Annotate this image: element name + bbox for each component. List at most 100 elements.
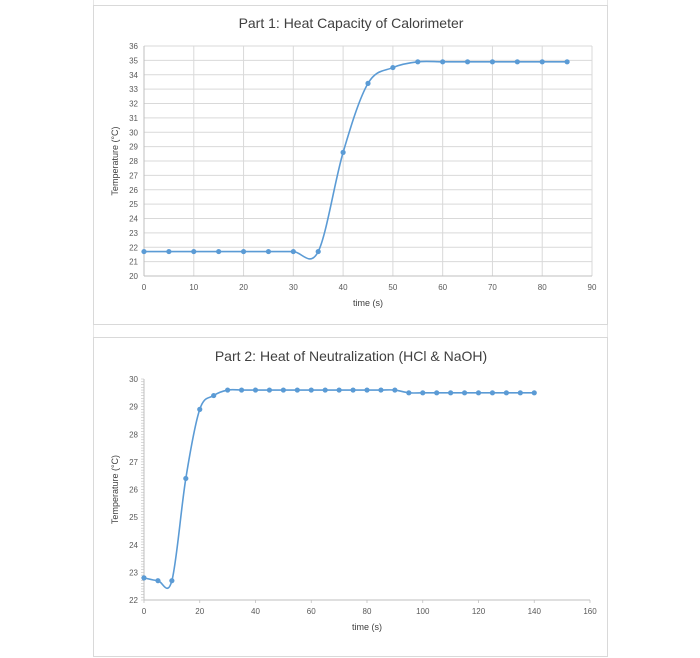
chart1-y-tick-label: 29 xyxy=(129,143,138,152)
chart2-data-point xyxy=(489,390,496,396)
chart1-title: Part 1: Heat Capacity of Calorimeter xyxy=(239,15,464,31)
chart2-data-point xyxy=(169,578,175,584)
chart2-series-line xyxy=(143,388,535,590)
chart1-y-tick-label: 32 xyxy=(129,100,138,109)
chart2-data-point xyxy=(238,387,245,393)
chart1-data-point xyxy=(240,248,247,255)
chart2-data-point xyxy=(225,387,231,393)
chart1-x-tick-label: 60 xyxy=(438,283,447,292)
chart2-y-axis-title: Temperature (°C) xyxy=(110,455,120,524)
chart1-y-tick-label: 28 xyxy=(129,157,138,166)
chart1-x-tick-label: 0 xyxy=(142,283,147,292)
chart2-y-tick-label: 25 xyxy=(129,513,138,522)
chart1-data-point xyxy=(315,248,321,255)
chart1-tick-labels: 20 21 22 23 24 25 26 27 28 29 30 31 32 33 34 35 36 0 10 20 3… xyxy=(129,42,597,292)
chart1-x-tick-label: 40 xyxy=(339,283,348,292)
chart1-data-point xyxy=(166,248,172,255)
chart-heat-neutralization: 22 23 24 25 26 27 28 29 30 0 20 40 60 80 100 120 140 160 … xyxy=(93,337,608,657)
chart1-y-tick-label: 26 xyxy=(129,186,138,195)
chart1-data-point xyxy=(464,59,471,65)
chart1-y-tick-label: 27 xyxy=(129,171,138,180)
chart2-data-point xyxy=(392,387,398,393)
chart2-x-tick-label: 140 xyxy=(528,607,542,616)
chart2-x-tick-label: 60 xyxy=(307,607,316,616)
chart1-y-tick-label: 24 xyxy=(129,215,138,224)
chart1-y-tick-label: 25 xyxy=(129,200,138,209)
chart2-data-point xyxy=(336,387,342,393)
chart2-data-point xyxy=(141,575,147,581)
chart2-y-tick-label: 29 xyxy=(129,403,138,412)
chart2-x-tick-label: 120 xyxy=(472,607,486,616)
chart2-x-tick-label: 40 xyxy=(251,607,260,616)
chart2-x-tick-label: 0 xyxy=(142,607,147,616)
chart2-y-tick-label: 30 xyxy=(129,375,138,384)
chart1-data-point xyxy=(191,248,197,255)
chart1-data-point xyxy=(141,248,147,255)
chart2-data-point xyxy=(406,390,412,396)
chart1-series-line xyxy=(144,60,568,260)
chart2-data-point xyxy=(517,390,523,396)
chart1-x-tick-label: 50 xyxy=(388,283,397,292)
chart1-y-tick-label: 36 xyxy=(129,42,138,51)
chart2-data-point xyxy=(211,392,217,399)
chart2-data-point xyxy=(434,390,440,396)
chart2-y-tick-label: 24 xyxy=(129,541,138,550)
chart1-y-tick-label: 21 xyxy=(129,258,138,267)
chart2-data-point xyxy=(322,387,328,393)
chart2-data-point xyxy=(461,390,468,396)
chart1-data-point xyxy=(216,248,222,255)
chart2-data-point xyxy=(294,387,300,393)
chart2-data-point xyxy=(420,390,426,396)
chart1-x-tick-label: 90 xyxy=(588,283,597,292)
chart2-y-tick-label: 22 xyxy=(129,596,138,605)
chart1-data-point xyxy=(440,59,446,65)
chart1-y-axis-title: Temperature (°C) xyxy=(110,126,120,195)
chart2-data-point xyxy=(183,475,189,482)
chart1-data-point xyxy=(514,59,520,65)
chart2-data-point xyxy=(503,390,509,396)
chart1-x-tick-label: 70 xyxy=(488,283,497,292)
chart1-data-point xyxy=(340,149,346,155)
chart1-y-tick-label: 23 xyxy=(129,229,138,238)
chart1-data-point xyxy=(489,59,496,65)
chart2-data-point xyxy=(197,406,203,412)
chart1-x-tick-label: 30 xyxy=(289,283,298,292)
chart2-data-point xyxy=(280,387,286,393)
chart2-data-point xyxy=(308,387,314,393)
chart2-data-point xyxy=(155,578,161,584)
chart1-series xyxy=(141,59,570,260)
chart1-data-point xyxy=(365,80,371,86)
chart1-y-tick-label: 22 xyxy=(129,243,138,252)
chart1-grid xyxy=(143,45,593,277)
chart2-data-point xyxy=(531,390,537,396)
chart1-y-tick-label: 20 xyxy=(129,272,138,281)
chart1-x-tick-label: 80 xyxy=(538,283,547,292)
chart2-axes xyxy=(141,378,591,603)
chart2-data-point xyxy=(350,387,356,393)
chart1-y-tick-label: 35 xyxy=(129,56,138,65)
chart1-x-tick-label: 10 xyxy=(189,283,198,292)
chart1-data-point xyxy=(564,59,570,65)
chart1-data-point xyxy=(390,64,396,71)
chart1-data-point xyxy=(415,59,421,65)
chart-heat-capacity-svg: 20 21 22 23 24 25 26 27 28 29 30 31 32 33 34 35 36 0 10 20 3… xyxy=(110,15,597,308)
chart-heat-capacity: 20 21 22 23 24 25 26 27 28 29 30 31 32 33 34 35 36 0 10 20 3… xyxy=(93,5,608,325)
chart2-series xyxy=(141,387,537,590)
chart2-x-tick-label: 160 xyxy=(583,607,597,616)
chart2-x-axis-title: time (s) xyxy=(352,622,382,632)
chart2-y-tick-label: 26 xyxy=(129,486,138,495)
chart2-x-tick-label: 80 xyxy=(363,607,372,616)
chart1-y-tick-label: 31 xyxy=(129,114,138,123)
chart1-data-point xyxy=(265,248,272,255)
chart2-y-tick-label: 27 xyxy=(129,458,138,467)
chart2-data-point xyxy=(475,390,482,396)
chart2-y-tick-label: 28 xyxy=(129,430,138,439)
chart2-data-point xyxy=(364,387,370,393)
chart1-axes xyxy=(143,46,592,277)
chart1-x-axis-title: time (s) xyxy=(353,298,383,308)
chart1-data-point xyxy=(290,248,296,255)
chart1-y-tick-label: 30 xyxy=(129,128,138,137)
chart2-data-point xyxy=(378,387,384,393)
